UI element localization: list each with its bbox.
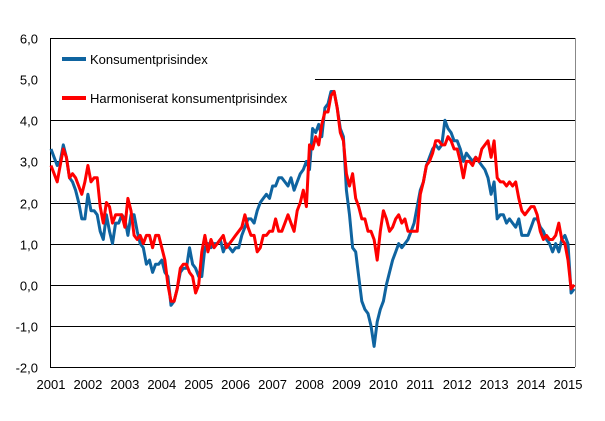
legend: Konsumentprisindex Harmoniserat konsumen… [51,40,315,112]
y-tick-label: 0,0 [20,279,38,294]
x-tick-label: 2001 [37,377,66,392]
series-lines [49,90,576,348]
legend-label-konsumentprisindex: Konsumentprisindex [90,52,208,67]
x-tick-label: 2007 [258,377,287,392]
x-tick-label: 2004 [147,377,176,392]
y-tick-label: -2,0 [16,361,38,376]
y-axis-tick-labels: 6,0 5,0 4,0 3,0 2,0 1,0 0,0 -1,0 -2,0 [16,32,38,376]
legend-label-harmoniserat: Harmoniserat konsumentprisindex [90,91,288,106]
x-tick-label: 2012 [443,377,472,392]
x-tick-label: 2010 [369,377,398,392]
y-tick-label: 6,0 [20,32,38,47]
y-tick-label: 3,0 [20,155,38,170]
x-tick-label: 2011 [406,377,434,392]
y-tick-label: 5,0 [20,73,38,88]
legend-background [51,40,315,112]
y-tick-label: 2,0 [20,197,38,212]
y-tick-label: 4,0 [20,114,38,129]
x-tick-label: 2014 [517,377,546,392]
y-tick-label: -1,0 [16,320,38,335]
x-tick-label: 2009 [332,377,361,392]
x-tick-label: 2008 [295,377,324,392]
x-tick-label: 2005 [184,377,213,392]
series-line-harmoniserat-konsumentprisindex [49,90,576,303]
series-line-konsumentprisindex [49,90,576,348]
x-tick-label: 2015 [554,377,583,392]
x-axis-tick-labels: 2001 2002 2003 2004 2005 2006 2007 2008 2009 2010… [37,377,583,392]
x-tick-label: 2002 [73,377,102,392]
y-tick-label: 1,0 [20,238,38,253]
x-tick-label: 2013 [480,377,509,392]
x-tick-label: 2003 [110,377,139,392]
x-tick-label: 2006 [221,377,250,392]
